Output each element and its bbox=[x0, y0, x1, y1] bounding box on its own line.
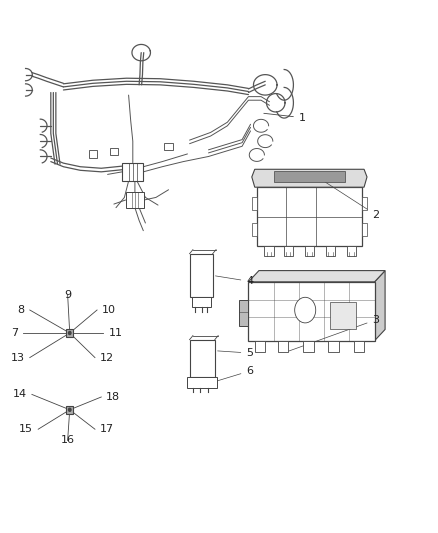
Text: 15: 15 bbox=[19, 424, 33, 434]
Bar bbox=[122, 163, 143, 181]
Text: 16: 16 bbox=[60, 435, 74, 446]
Bar bbox=[187, 376, 217, 388]
Bar bbox=[265, 246, 274, 256]
Bar bbox=[353, 341, 364, 352]
Bar bbox=[347, 246, 357, 256]
Bar bbox=[192, 297, 211, 308]
Bar bbox=[303, 341, 314, 352]
Bar bbox=[284, 246, 293, 256]
Bar bbox=[190, 254, 213, 297]
Text: 4: 4 bbox=[215, 276, 254, 286]
Bar bbox=[326, 246, 336, 256]
Text: 11: 11 bbox=[109, 328, 122, 338]
Polygon shape bbox=[252, 169, 367, 187]
Text: 10: 10 bbox=[102, 305, 116, 315]
Bar bbox=[255, 341, 265, 352]
Polygon shape bbox=[248, 271, 385, 282]
Bar bbox=[248, 282, 374, 341]
Text: 1: 1 bbox=[264, 112, 306, 123]
Text: 9: 9 bbox=[64, 289, 71, 300]
Bar bbox=[88, 150, 97, 158]
Text: 5: 5 bbox=[218, 348, 253, 358]
Circle shape bbox=[295, 297, 316, 323]
Text: 13: 13 bbox=[11, 352, 25, 362]
Bar bbox=[362, 197, 367, 210]
Bar bbox=[252, 223, 257, 236]
Bar bbox=[252, 197, 257, 210]
Circle shape bbox=[68, 332, 71, 335]
Text: 8: 8 bbox=[18, 305, 25, 315]
Text: 3: 3 bbox=[289, 315, 379, 351]
Text: 12: 12 bbox=[100, 352, 114, 362]
Bar bbox=[190, 340, 215, 376]
Bar bbox=[362, 223, 367, 236]
Bar bbox=[126, 192, 144, 208]
Text: 17: 17 bbox=[100, 424, 114, 434]
Text: 14: 14 bbox=[13, 390, 27, 399]
Bar bbox=[305, 246, 314, 256]
Text: 18: 18 bbox=[106, 392, 120, 402]
Bar bbox=[278, 341, 288, 352]
Text: 2: 2 bbox=[312, 173, 380, 220]
Bar bbox=[164, 143, 173, 150]
Bar bbox=[274, 171, 345, 182]
Text: 6: 6 bbox=[217, 366, 253, 381]
Bar bbox=[257, 187, 362, 246]
Bar bbox=[67, 406, 73, 414]
Bar bbox=[67, 329, 73, 337]
Bar bbox=[110, 148, 118, 155]
Bar bbox=[328, 341, 339, 352]
Bar bbox=[239, 300, 248, 326]
Bar bbox=[330, 302, 356, 329]
Circle shape bbox=[68, 408, 71, 411]
Text: 7: 7 bbox=[11, 328, 18, 338]
Polygon shape bbox=[374, 271, 385, 341]
